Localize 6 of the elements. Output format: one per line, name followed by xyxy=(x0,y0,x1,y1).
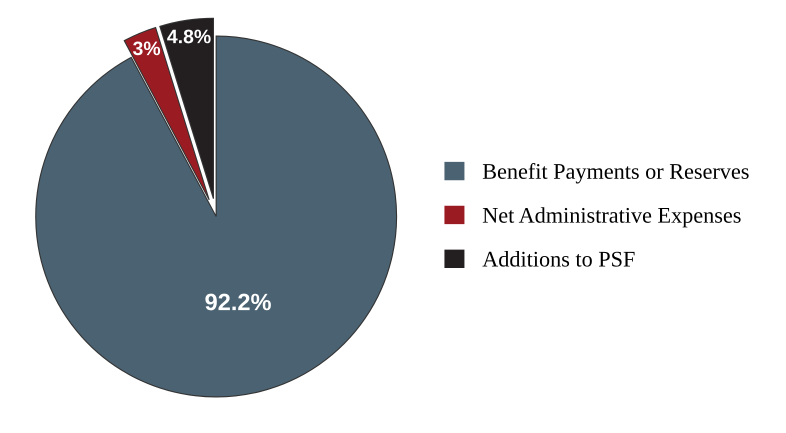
legend-label: Additions to PSF xyxy=(482,251,635,267)
legend-label: Net Administrative Expenses xyxy=(482,207,741,228)
legend-label: Benefit Payments or Reserves xyxy=(482,163,749,184)
data-label: 92.2% xyxy=(205,294,271,310)
data-label: 4.8% xyxy=(167,30,211,44)
data-label: 3% xyxy=(132,41,160,56)
